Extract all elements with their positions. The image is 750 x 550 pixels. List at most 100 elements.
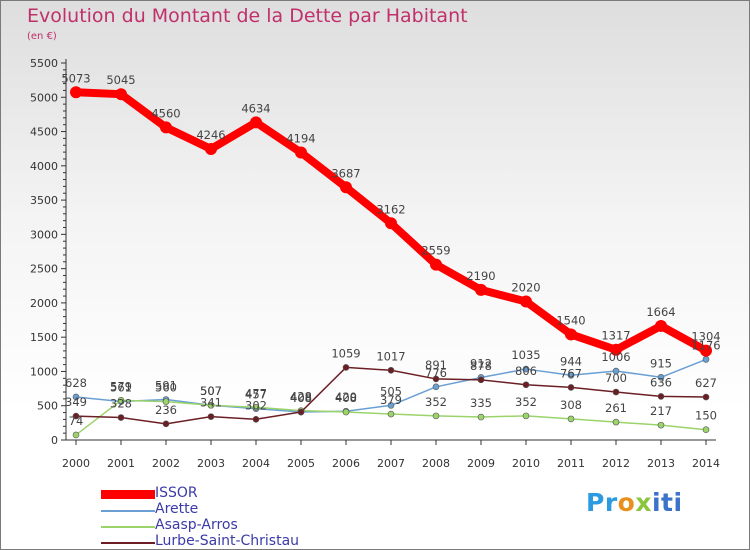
y-tick-label: 3000 xyxy=(30,228,58,241)
y-tick-label: 500 xyxy=(37,400,58,413)
data-point xyxy=(702,356,710,363)
data-label: 767 xyxy=(560,366,582,380)
data-point xyxy=(567,415,575,423)
data-label: 420 xyxy=(335,390,357,404)
data-point xyxy=(567,384,575,391)
x-tick-label: 2002 xyxy=(152,457,180,470)
data-point xyxy=(657,393,665,400)
data-point xyxy=(160,121,172,134)
x-tick-label: 2007 xyxy=(377,457,405,470)
data-point xyxy=(387,410,395,418)
y-tick-label: 3500 xyxy=(30,194,58,207)
data-label: 236 xyxy=(155,403,177,417)
x-tick-label: 2011 xyxy=(557,457,585,470)
data-point xyxy=(117,414,125,421)
data-point xyxy=(207,413,215,420)
data-label: 335 xyxy=(470,396,492,410)
data-label: 352 xyxy=(515,395,537,409)
y-tick-label: 1000 xyxy=(30,365,58,378)
data-label: 341 xyxy=(200,396,222,410)
data-point xyxy=(342,408,350,416)
data-label: 4194 xyxy=(286,132,315,146)
data-point xyxy=(655,319,667,332)
data-point xyxy=(702,426,710,434)
data-point xyxy=(207,401,215,409)
data-point xyxy=(387,366,395,374)
data-point xyxy=(432,375,440,383)
data-point xyxy=(520,295,532,308)
data-label: 408 xyxy=(290,391,312,405)
data-label: 1664 xyxy=(646,305,675,319)
data-label: 457 xyxy=(245,388,267,402)
data-point xyxy=(432,412,440,420)
data-point xyxy=(612,418,620,426)
data-label: 379 xyxy=(380,393,402,407)
data-point xyxy=(567,371,575,379)
data-label: 477 xyxy=(245,386,267,400)
data-label: 627 xyxy=(695,376,717,390)
data-label: 912 xyxy=(470,356,492,370)
x-tick-label: 2008 xyxy=(422,457,450,470)
chart-title: Evolution du Montant de la Dette par Hab… xyxy=(27,5,468,27)
x-tick-label: 2012 xyxy=(602,457,630,470)
data-label: 150 xyxy=(695,409,717,423)
data-label: 1017 xyxy=(376,349,405,363)
legend-swatch xyxy=(101,526,155,528)
data-label: 408 xyxy=(290,391,312,405)
x-tick-label: 2013 xyxy=(647,457,675,470)
data-label: 628 xyxy=(65,376,87,390)
y-tick-label: 2000 xyxy=(30,297,58,310)
data-label: 507 xyxy=(200,384,222,398)
data-point xyxy=(522,412,530,420)
data-label: 878 xyxy=(470,359,492,373)
data-label: 561 xyxy=(110,381,132,395)
x-tick-label: 2006 xyxy=(332,457,360,470)
legend-label: Asasp-Arros xyxy=(155,517,238,533)
data-point xyxy=(70,86,82,99)
data-point xyxy=(477,413,485,421)
data-label: 579 xyxy=(110,379,132,393)
legend-swatch xyxy=(101,542,155,544)
data-label: 560 xyxy=(155,381,177,395)
legend-swatch xyxy=(101,510,155,512)
data-point xyxy=(522,381,530,389)
data-point xyxy=(657,373,665,381)
data-label: 349 xyxy=(65,395,87,409)
data-label: 944 xyxy=(560,354,582,368)
data-point xyxy=(612,367,620,375)
data-label: 1035 xyxy=(511,348,540,362)
y-tick-label: 2500 xyxy=(30,263,58,276)
data-label: 328 xyxy=(110,397,132,411)
data-label: 1059 xyxy=(331,346,360,360)
data-point xyxy=(72,412,80,420)
y-tick-label: 4500 xyxy=(30,126,58,139)
x-tick-label: 2004 xyxy=(242,457,270,470)
chart-subtitle: (en €) xyxy=(27,31,57,42)
data-label: 74 xyxy=(69,414,84,428)
data-point xyxy=(252,415,260,423)
data-point xyxy=(610,343,622,356)
proxiti-logo: Proxiti xyxy=(586,488,683,517)
data-point xyxy=(387,402,395,409)
data-label: 1006 xyxy=(601,350,630,364)
y-tick-label: 1500 xyxy=(30,331,58,344)
data-point xyxy=(295,146,307,159)
data-point xyxy=(430,258,442,271)
data-point xyxy=(252,404,260,411)
data-label: 891 xyxy=(425,358,447,372)
data-point xyxy=(432,383,440,391)
data-point xyxy=(115,88,127,101)
data-label: 4560 xyxy=(151,106,180,120)
data-label: 806 xyxy=(515,364,537,378)
data-point xyxy=(702,393,710,401)
data-point xyxy=(657,421,665,429)
data-label: 1304 xyxy=(691,330,720,344)
data-point xyxy=(565,328,577,341)
x-tick-label: 2010 xyxy=(512,457,540,470)
data-label: 776 xyxy=(425,366,447,380)
data-point xyxy=(340,181,352,194)
x-tick-label: 2009 xyxy=(467,457,495,470)
data-label: 1540 xyxy=(556,313,585,327)
data-label: 2559 xyxy=(421,244,450,258)
